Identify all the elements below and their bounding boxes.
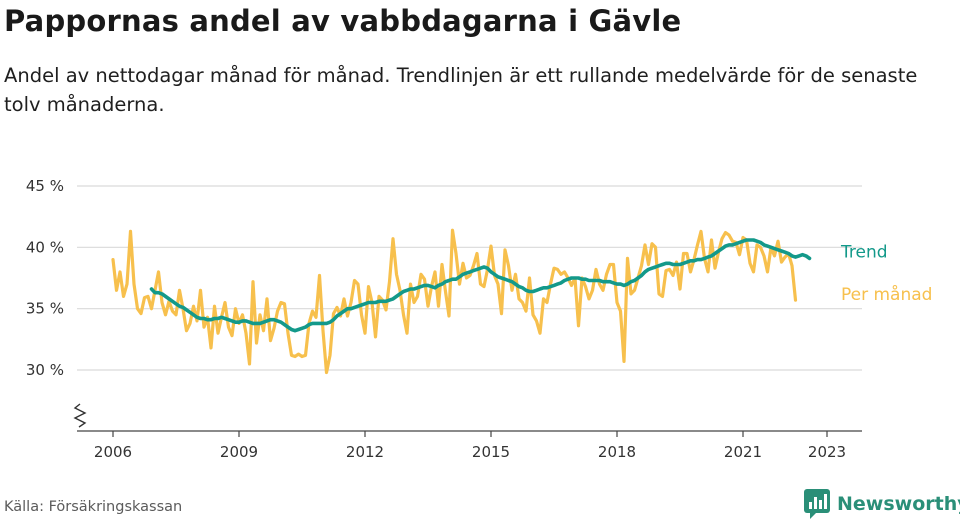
gridlines [77,185,862,371]
y-tick-label: 30 % [26,361,64,379]
y-tick-label: 45 % [26,177,64,195]
x-tick-label: 2015 [472,443,510,461]
y-tick-label: 35 % [26,300,64,318]
series-lines [111,228,812,375]
chart-subtitle: Andel av nettodagar månad för månad. Tre… [4,64,918,116]
series-line-trend [149,238,812,333]
axis-break-icon [73,403,87,428]
y-axis-tick-labels: 45 % 40 % 35 % 30 % [26,177,64,379]
x-tick-label: 2023 [808,443,846,461]
x-tick-label: 2009 [220,443,258,461]
brand-logo[interactable]: Newsworthy [804,489,960,519]
brand-name: Newsworthy [837,493,960,515]
x-axis [73,403,862,437]
x-tick-label: 2012 [346,443,384,461]
x-axis-tick-labels: 2006 2009 2012 2015 2018 2021 2023 [94,443,846,461]
source-note: Källa: Försäkringskassan [4,499,183,515]
series-line-per-manad [111,228,798,375]
bar-chart-logo-icon [804,489,830,519]
series-label: Per månad [841,284,932,305]
y-tick-label: 40 % [26,238,64,256]
series-label: Trend [840,242,888,262]
x-tick-label: 2021 [724,443,762,461]
x-tick-label: 2006 [94,443,132,461]
series-labels: Per månad Trend [840,242,932,305]
x-tick-label: 2018 [598,443,636,461]
chart-title: Pappornas andel av vabbdagarna i Gävle [4,4,682,38]
